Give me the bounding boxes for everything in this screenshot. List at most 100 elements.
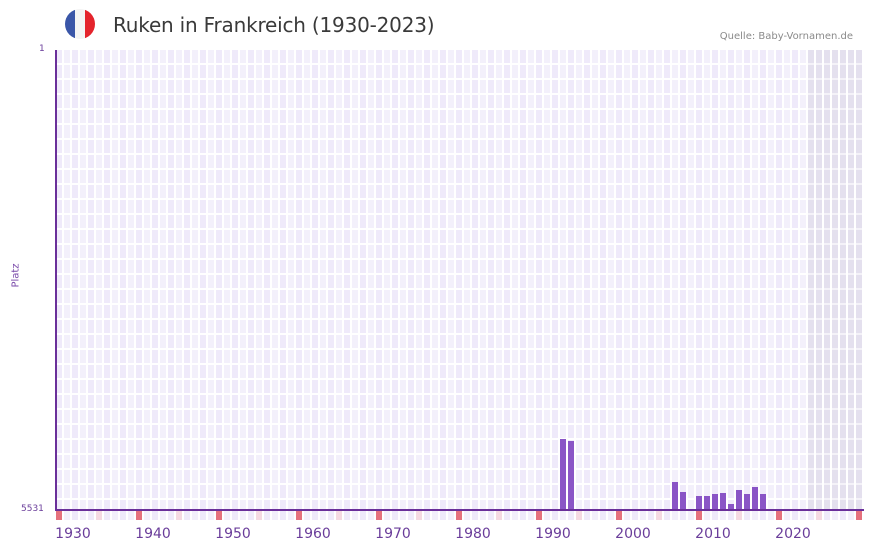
year-column	[712, 50, 720, 510]
year-markers	[56, 511, 864, 520]
year-column	[64, 50, 72, 510]
year-column	[792, 50, 800, 510]
year-column	[112, 50, 120, 510]
rank-bar[interactable]	[680, 492, 686, 510]
year-column	[784, 50, 792, 510]
year-column	[824, 50, 832, 510]
x-axis-label: 2010	[695, 526, 731, 542]
year-marker	[464, 511, 472, 520]
year-marker	[176, 511, 184, 520]
rank-bar[interactable]	[736, 490, 742, 510]
year-column	[464, 50, 472, 510]
rank-bar[interactable]	[760, 494, 766, 510]
year-marker	[416, 511, 424, 520]
year-column	[520, 50, 528, 510]
year-column	[752, 50, 760, 510]
x-axis-label: 1950	[215, 526, 251, 542]
year-column	[648, 50, 656, 510]
year-marker	[600, 511, 608, 520]
year-column	[312, 50, 320, 510]
year-column	[232, 50, 240, 510]
rank-bar[interactable]	[568, 440, 574, 510]
y-axis-title: Platz	[10, 263, 22, 288]
rank-bar[interactable]	[752, 486, 758, 510]
year-column	[80, 50, 88, 510]
year-column	[832, 50, 840, 510]
year-column	[624, 50, 632, 510]
rank-bar[interactable]	[696, 496, 702, 510]
year-column	[608, 50, 616, 510]
year-marker	[168, 511, 176, 520]
year-column	[432, 50, 440, 510]
year-column	[424, 50, 432, 510]
year-column	[800, 50, 808, 510]
year-column	[208, 50, 216, 510]
year-column	[304, 50, 312, 510]
year-column	[560, 50, 568, 510]
year-column	[264, 50, 272, 510]
rank-bar[interactable]	[560, 439, 566, 510]
year-column	[400, 50, 408, 510]
source-credit: Quelle: Baby-Vornamen.de	[719, 31, 853, 42]
year-marker	[400, 511, 408, 520]
year-marker	[832, 511, 840, 520]
year-column	[328, 50, 336, 510]
y-axis-top-label: 1	[39, 44, 45, 54]
year-column	[136, 50, 144, 510]
plot-area	[56, 50, 864, 510]
year-marker	[696, 511, 704, 520]
x-axis-label: 1940	[135, 526, 171, 542]
rank-bar[interactable]	[712, 494, 718, 510]
year-column	[656, 50, 664, 510]
year-marker	[544, 511, 552, 520]
year-column	[512, 50, 520, 510]
rank-bar[interactable]	[672, 481, 678, 510]
year-marker	[504, 511, 512, 520]
x-axis-label: 1960	[295, 526, 331, 542]
year-marker	[56, 511, 64, 520]
year-column	[344, 50, 352, 510]
year-column	[688, 50, 696, 510]
rank-bar[interactable]	[744, 494, 750, 510]
year-marker	[568, 511, 576, 520]
year-column	[56, 50, 64, 510]
rank-bar[interactable]	[728, 504, 734, 510]
year-marker	[752, 511, 760, 520]
year-marker	[392, 511, 400, 520]
year-column	[128, 50, 136, 510]
year-marker	[240, 511, 248, 520]
year-marker	[512, 511, 520, 520]
year-marker	[352, 511, 360, 520]
year-column	[640, 50, 648, 510]
year-column	[440, 50, 448, 510]
year-marker	[728, 511, 736, 520]
year-marker	[848, 511, 856, 520]
year-column	[336, 50, 344, 510]
x-axis-label: 1990	[535, 526, 571, 542]
year-column	[544, 50, 552, 510]
year-column	[152, 50, 160, 510]
year-marker	[216, 511, 224, 520]
year-marker	[200, 511, 208, 520]
year-column	[272, 50, 280, 510]
year-column	[384, 50, 392, 510]
rank-bar[interactable]	[720, 493, 726, 510]
year-marker	[304, 511, 312, 520]
year-column	[416, 50, 424, 510]
year-column	[504, 50, 512, 510]
x-axis-line	[55, 509, 864, 511]
year-column	[856, 50, 864, 510]
year-column	[536, 50, 544, 510]
year-marker	[800, 511, 808, 520]
year-column	[320, 50, 328, 510]
year-marker	[248, 511, 256, 520]
x-axis-label: 1930	[55, 526, 91, 542]
year-marker	[480, 511, 488, 520]
y-axis-line	[55, 50, 57, 511]
year-column	[672, 50, 680, 510]
year-marker	[232, 511, 240, 520]
rank-bar[interactable]	[704, 496, 710, 510]
year-marker	[264, 511, 272, 520]
year-column	[368, 50, 376, 510]
year-column	[296, 50, 304, 510]
